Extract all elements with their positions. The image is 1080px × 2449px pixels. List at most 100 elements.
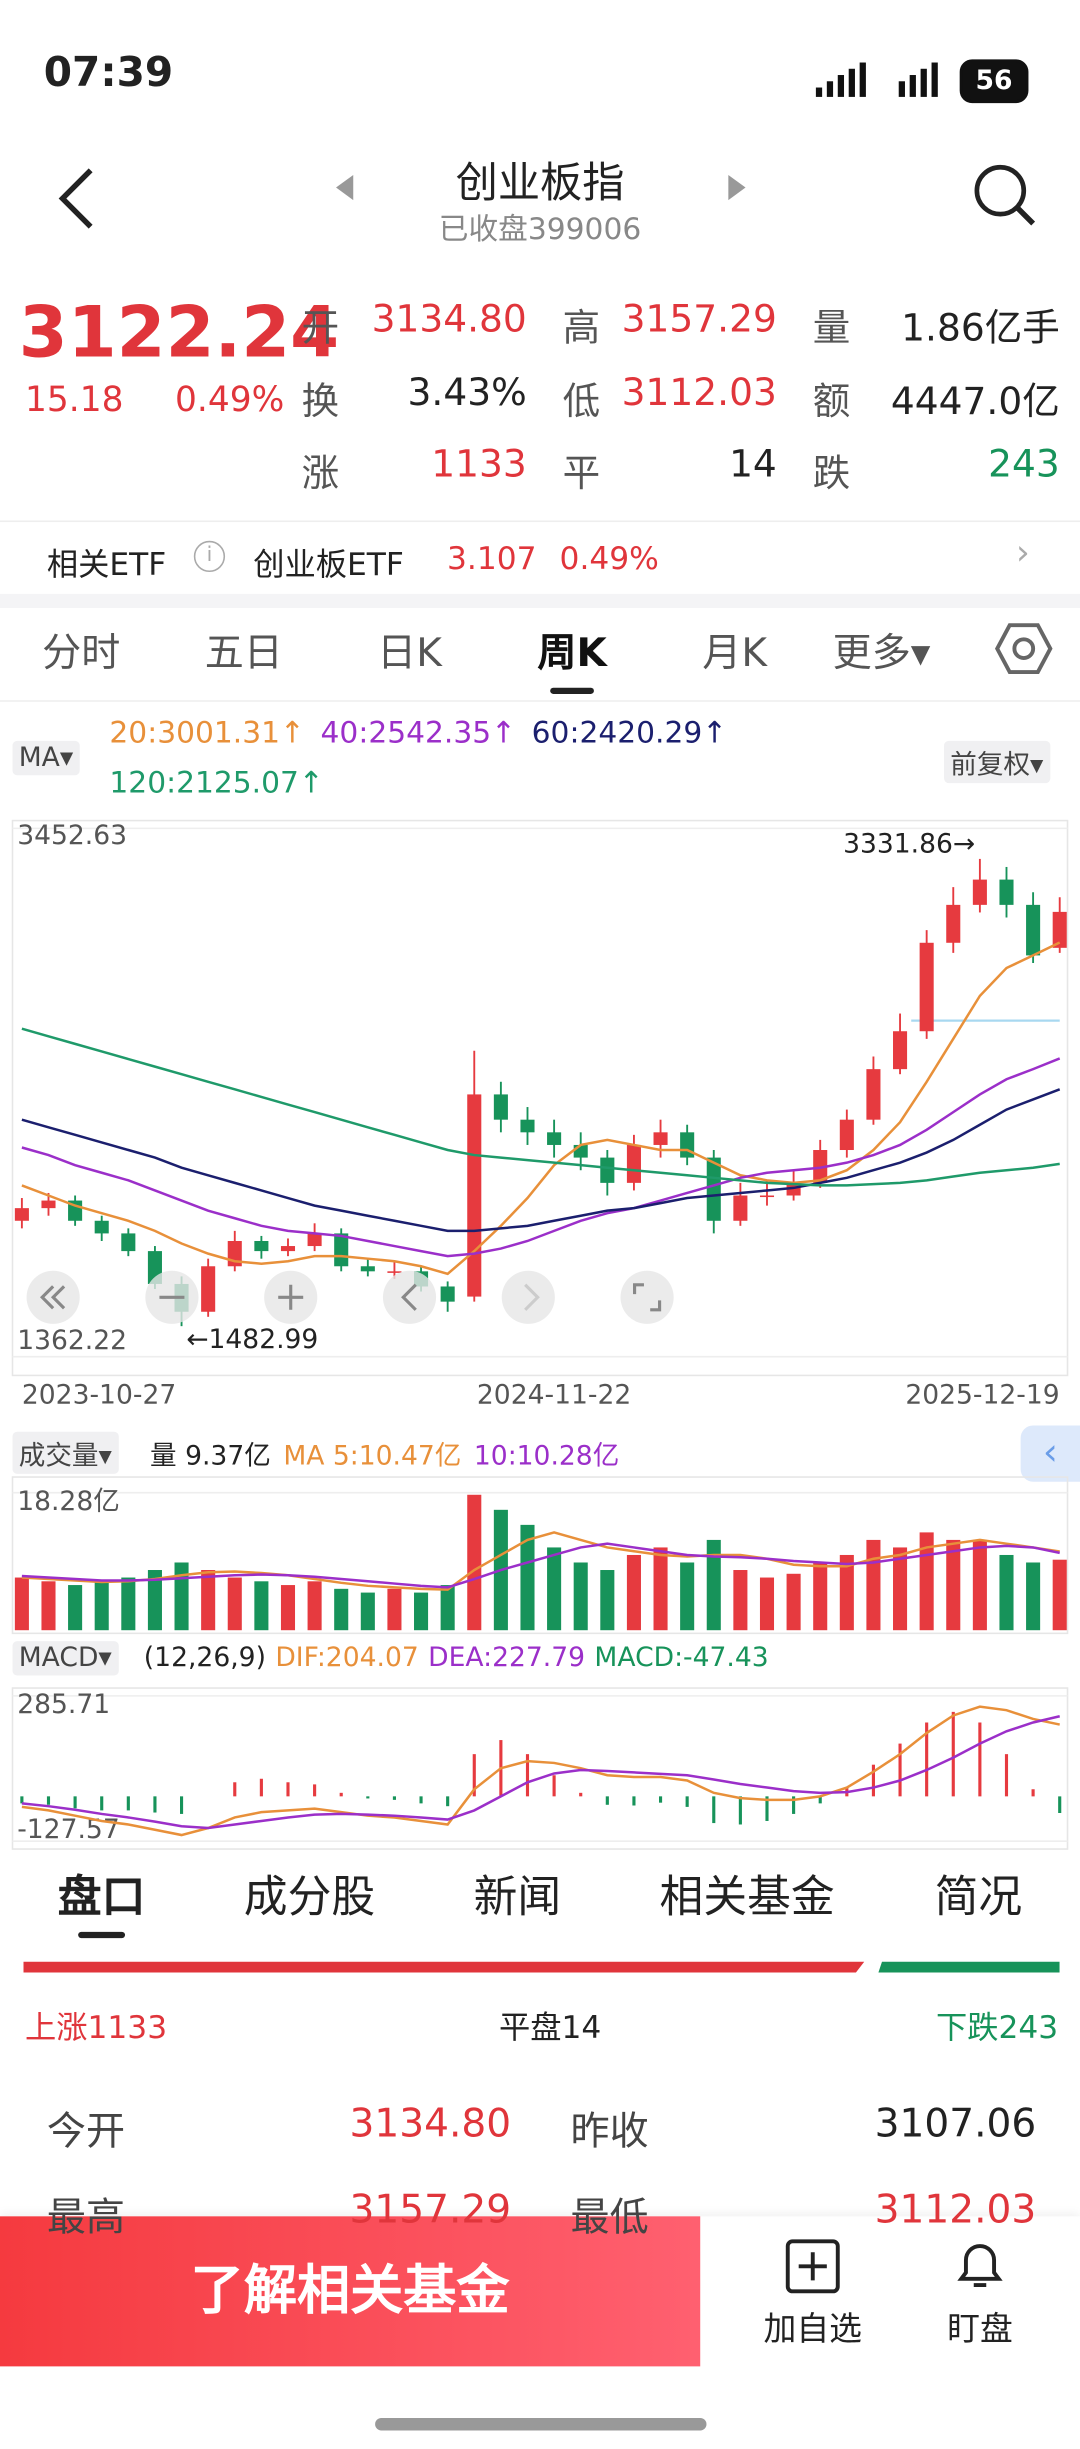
field-value: 4447.0亿 — [890, 379, 1060, 424]
series-line — [21, 1715, 1061, 1830]
info-icon[interactable]: i — [193, 540, 226, 573]
volume-bar — [600, 1570, 615, 1631]
etf-name[interactable]: 创业板ETF — [253, 545, 404, 583]
volume-bar — [14, 1577, 29, 1631]
period-tab[interactable]: 月K — [702, 629, 767, 676]
volume-bar — [467, 1494, 482, 1631]
volume-bar — [999, 1554, 1014, 1631]
volume-bar — [706, 1539, 721, 1631]
annotation: 3331.86→ — [843, 829, 975, 860]
field-label: 跌 — [812, 451, 851, 496]
legend-entry: 20:3001.31↑ — [109, 715, 305, 751]
candle-body — [866, 1069, 881, 1120]
candle-body — [41, 1200, 56, 1209]
detail-tab[interactable]: 成分股 — [243, 1870, 376, 1923]
indicator-name: MA — [18, 742, 60, 774]
detail-tab[interactable]: 简况 — [934, 1870, 1023, 1923]
legend-entry: 60:2420.29↑ — [531, 715, 728, 751]
volume-select[interactable]: 成交量▾ — [12, 1431, 119, 1474]
macd-params: (12,26,9) — [143, 1642, 266, 1674]
prev-index[interactable] — [331, 172, 356, 203]
field-label: 额 — [812, 379, 851, 424]
annotation: ←1482.99 — [186, 1324, 318, 1355]
candle-body — [972, 879, 987, 905]
candle-body — [919, 942, 934, 1032]
volume-bar — [41, 1581, 56, 1631]
indicator-select[interactable]: MA▾ — [12, 740, 80, 776]
field-label: 涨 — [301, 451, 340, 496]
candle-body — [733, 1195, 748, 1221]
legend-entry: MACD:-47.43 — [594, 1642, 769, 1674]
volume-bar — [334, 1588, 349, 1631]
candle-body — [573, 1144, 588, 1158]
field-value: 14 — [729, 442, 777, 487]
adjust-select[interactable]: 前复权▾ — [944, 740, 1050, 784]
add-watchlist[interactable]: 加自选 — [763, 2310, 862, 2348]
detail-tab[interactable]: 盘口 — [57, 1870, 146, 1923]
macd-frame — [11, 1687, 1069, 1850]
macd-select[interactable]: MACD▾ — [12, 1641, 119, 1676]
volume-bar — [1052, 1559, 1067, 1631]
candle-body — [121, 1233, 136, 1252]
candle-body — [280, 1246, 296, 1252]
volume-bar — [839, 1554, 854, 1631]
etf-price: 3.107 — [447, 539, 537, 577]
back-button[interactable] — [47, 164, 110, 233]
candle-body — [999, 879, 1014, 905]
candle-body — [493, 1094, 508, 1120]
detail-tab[interactable]: 相关基金 — [659, 1870, 835, 1923]
x-tick-label: 2025-12-19 — [905, 1380, 1059, 1411]
candle-body — [600, 1157, 615, 1183]
collapse-button[interactable]: ‹ — [1020, 1425, 1080, 1482]
detail-label: 昨收 — [570, 2108, 649, 2154]
volume-bar — [360, 1592, 375, 1631]
x-tick-label: 2024-11-22 — [477, 1380, 631, 1411]
volume-bar — [972, 1539, 987, 1631]
period-tab[interactable]: 更多▾ — [832, 629, 931, 676]
y-tick-label: -127.57 — [17, 1814, 120, 1845]
volume-bar — [733, 1570, 748, 1631]
etf-change: 0.49% — [559, 539, 659, 577]
legend-entry: 10:10.28亿 — [473, 1441, 620, 1473]
detail-label: 今开 — [46, 2108, 126, 2154]
volume-bar — [227, 1577, 242, 1631]
series-line — [21, 1057, 1061, 1258]
status-time: 07:39 — [43, 50, 174, 97]
period-tab[interactable]: 五日 — [204, 629, 283, 676]
detail-label: 最低 — [570, 2194, 649, 2240]
next-index[interactable] — [725, 172, 750, 203]
page-title: 创业板指 — [455, 159, 625, 208]
candle-body — [307, 1233, 322, 1247]
detail-tab[interactable]: 新闻 — [473, 1870, 562, 1923]
series-line — [21, 941, 1061, 1276]
field-value: 3134.80 — [371, 296, 527, 341]
up-count: 上涨1133 — [25, 2008, 168, 2046]
bell-icon — [957, 2244, 1003, 2288]
chevron: › — [1015, 534, 1030, 574]
search-button[interactable] — [969, 159, 1041, 231]
period-tab[interactable]: 日K — [377, 629, 442, 676]
volume-bar — [866, 1539, 881, 1631]
x-tick-label: 2023-10-27 — [22, 1380, 176, 1411]
page-subtitle: 已收盘399006 — [438, 212, 642, 247]
volume-bar — [893, 1547, 908, 1631]
volume-bar — [147, 1570, 162, 1631]
volume-bar — [680, 1562, 695, 1631]
fund-button[interactable]: 了解相关基金 — [0, 2216, 701, 2367]
period-tab[interactable]: 分时 — [42, 629, 121, 676]
macd-legend: (12,26,9) DIF:204.07 DEA:227.79 MACD:-47.43 — [144, 1643, 785, 1674]
series-line — [21, 1088, 1061, 1233]
down-bar — [878, 1961, 1060, 1973]
field-label: 换 — [301, 379, 340, 424]
divider — [0, 700, 1080, 702]
settings-icon[interactable] — [994, 619, 1053, 678]
period-tab[interactable]: 周K — [537, 629, 607, 676]
candle-body — [653, 1132, 668, 1145]
candle-body — [14, 1208, 29, 1221]
tab-underline — [78, 1931, 126, 1939]
legend-entry: 120:2125.07↑ — [109, 765, 324, 801]
watch-market[interactable]: 盯盘 — [947, 2310, 1013, 2348]
field-label: 高 — [562, 306, 601, 351]
